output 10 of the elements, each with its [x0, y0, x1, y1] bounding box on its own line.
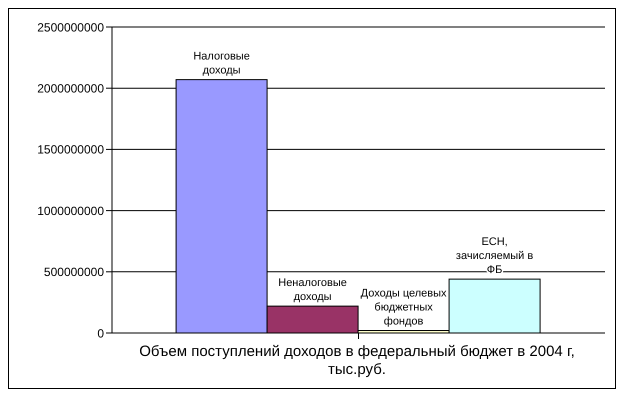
x-axis-title: Объем поступлений доходов в федеральный бюджет в 2004 г, тыс.руб. — [138, 343, 576, 379]
series-label: Неналоговые доходы — [278, 277, 347, 304]
y-tick-label: 0 — [97, 326, 104, 340]
series-label: Налоговые доходы — [193, 50, 250, 77]
y-tick-label: 500000000 — [44, 265, 104, 280]
y-tick-label: 2500000000 — [37, 20, 104, 34]
y-tick-label: 2000000000 — [37, 81, 104, 96]
y-tick-label: 1500000000 — [37, 142, 104, 157]
series-label: Доходы целевых бюджетных фондов — [360, 288, 448, 328]
y-tick-label: 1000000000 — [37, 204, 104, 218]
